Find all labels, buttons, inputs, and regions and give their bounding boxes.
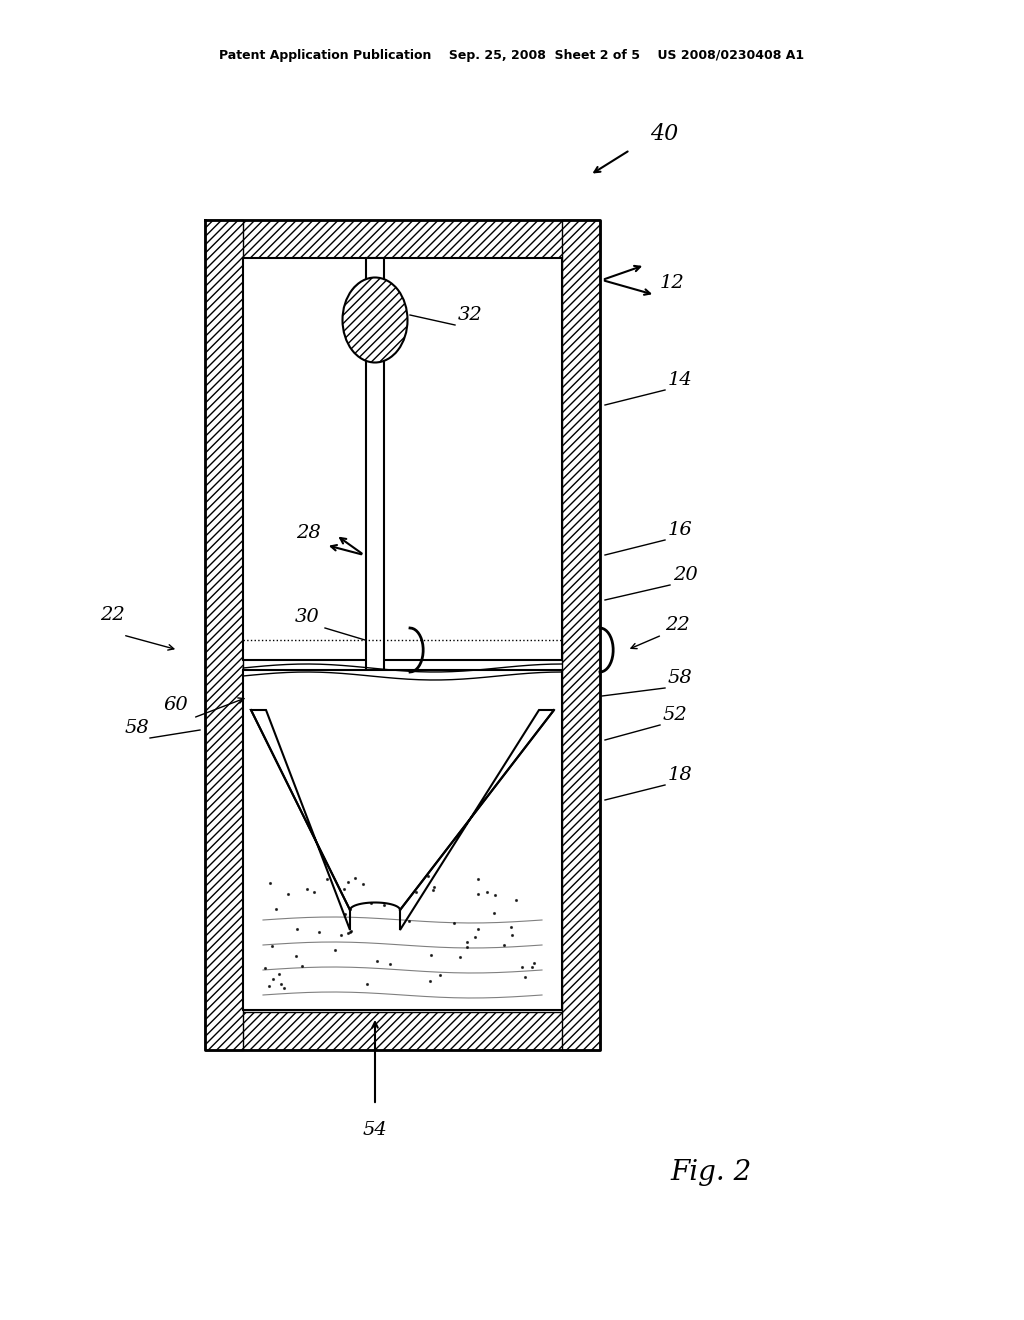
Text: 58: 58	[668, 669, 693, 686]
Text: 30: 30	[295, 609, 319, 626]
Text: 20: 20	[673, 566, 697, 583]
Text: Patent Application Publication    Sep. 25, 2008  Sheet 2 of 5    US 2008/0230408: Patent Application Publication Sep. 25, …	[219, 49, 805, 62]
Text: 22: 22	[665, 616, 690, 634]
Bar	[243, 257, 562, 660]
Text: 40: 40	[650, 123, 678, 145]
Text: Fig. 2: Fig. 2	[670, 1159, 752, 1185]
Ellipse shape	[342, 277, 408, 363]
Text: 32: 32	[458, 306, 482, 323]
Text: 58: 58	[125, 719, 150, 737]
Text: 16: 16	[668, 521, 693, 539]
Bar	[243, 671, 562, 1010]
Bar	[205, 220, 600, 257]
Text: 14: 14	[668, 371, 693, 389]
Text: 18: 18	[668, 766, 693, 784]
Bar	[360, 685, 390, 710]
Polygon shape	[251, 710, 350, 931]
Text: 12: 12	[660, 275, 685, 292]
Polygon shape	[400, 710, 554, 931]
Bar	[366, 257, 384, 690]
Bar	[562, 220, 600, 1049]
Text: 52: 52	[663, 706, 688, 723]
Bar	[205, 1012, 600, 1049]
Text: 60: 60	[163, 696, 187, 714]
Text: 28: 28	[296, 524, 321, 543]
Text: 22: 22	[100, 606, 125, 624]
Text: 54: 54	[362, 1121, 388, 1139]
Bar	[205, 220, 243, 1049]
